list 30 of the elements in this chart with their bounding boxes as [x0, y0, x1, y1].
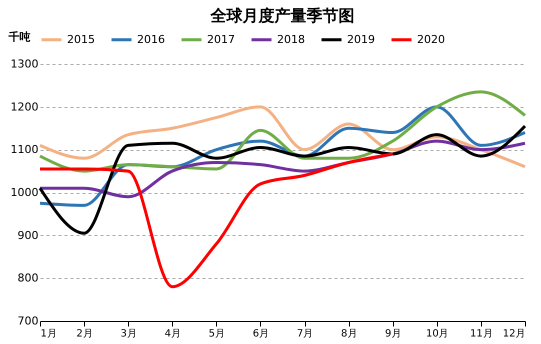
y-tick-label: 800	[18, 272, 38, 285]
y-tick-label: 700	[18, 314, 38, 328]
x-tick-label: 6月	[252, 328, 270, 340]
x-tick-label: 3月	[120, 328, 137, 340]
x-tick-label: 8月	[340, 328, 358, 340]
x-tick-label: 4月	[164, 328, 181, 340]
x-tick-label: 10月	[426, 328, 449, 340]
legend-label: 2020	[417, 32, 445, 46]
legend-label: 2015	[67, 32, 95, 46]
x-tick-label: 7月	[296, 328, 314, 340]
y-tick-label: 1300	[10, 58, 38, 70]
line-series	[38, 105, 526, 168]
x-tick-label: 1月	[40, 328, 57, 340]
x-tick-label: 5月	[208, 328, 226, 340]
legend-label: 2017	[207, 32, 235, 46]
y-tick-label: 900	[18, 228, 38, 242]
x-tick-label: 12月	[502, 328, 526, 340]
y-tick-label: 1100	[10, 143, 38, 156]
y-tick-label: 1200	[10, 100, 38, 114]
chart-title: 全球月度产量季节图	[210, 6, 354, 25]
line-series	[38, 124, 526, 235]
y-axis-title: 千吨	[8, 30, 30, 44]
legend-label: 2019	[347, 32, 375, 46]
legend-label: 2016	[137, 32, 165, 46]
line-series	[38, 152, 394, 288]
x-tick-label: 2月	[76, 328, 93, 340]
x-tick-label: 9月	[385, 328, 402, 340]
legend-label: 2018	[277, 32, 305, 46]
x-tick-label: 11月	[470, 328, 493, 340]
y-tick-label: 1000	[10, 186, 38, 199]
